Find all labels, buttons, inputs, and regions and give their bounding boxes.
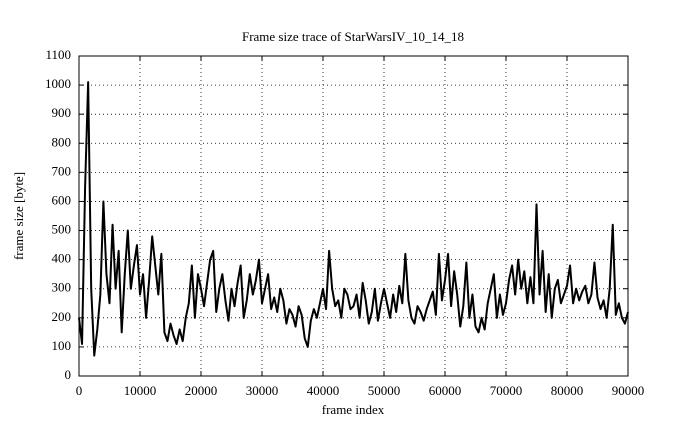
y-tick-label: 200 <box>52 309 72 324</box>
plot-frame <box>78 55 629 377</box>
y-axis-label: frame size [byte] <box>11 172 26 260</box>
x-tick-label: 10000 <box>124 383 157 398</box>
chart-title: Frame size trace of StarWarsIV_10_14_18 <box>242 29 464 44</box>
x-tick-label: 90000 <box>612 383 645 398</box>
x-tick-label: 60000 <box>429 383 462 398</box>
y-tick-label: 1100 <box>45 47 71 62</box>
y-tick-label: 500 <box>52 222 72 237</box>
y-tick-label: 0 <box>65 367 72 382</box>
x-tick-label: 80000 <box>551 383 584 398</box>
x-tick-label: 50000 <box>368 383 401 398</box>
y-tick-label: 400 <box>52 251 72 266</box>
y-tick-label: 600 <box>52 192 72 207</box>
y-tick-label: 100 <box>52 338 72 353</box>
x-tick-label: 40000 <box>307 383 340 398</box>
x-tick-label: 20000 <box>185 383 218 398</box>
y-tick-label: 1000 <box>45 76 71 91</box>
y-tick-label: 800 <box>52 134 72 149</box>
data-line <box>78 81 629 357</box>
x-tick-label: 70000 <box>490 383 523 398</box>
x-tick-label: 30000 <box>246 383 279 398</box>
y-tick-label: 300 <box>52 280 72 295</box>
x-tick-label: 0 <box>76 383 83 398</box>
y-tick-label: 900 <box>52 105 72 120</box>
y-tick-label: 700 <box>52 163 72 178</box>
x-axis-label: frame index <box>322 402 385 417</box>
